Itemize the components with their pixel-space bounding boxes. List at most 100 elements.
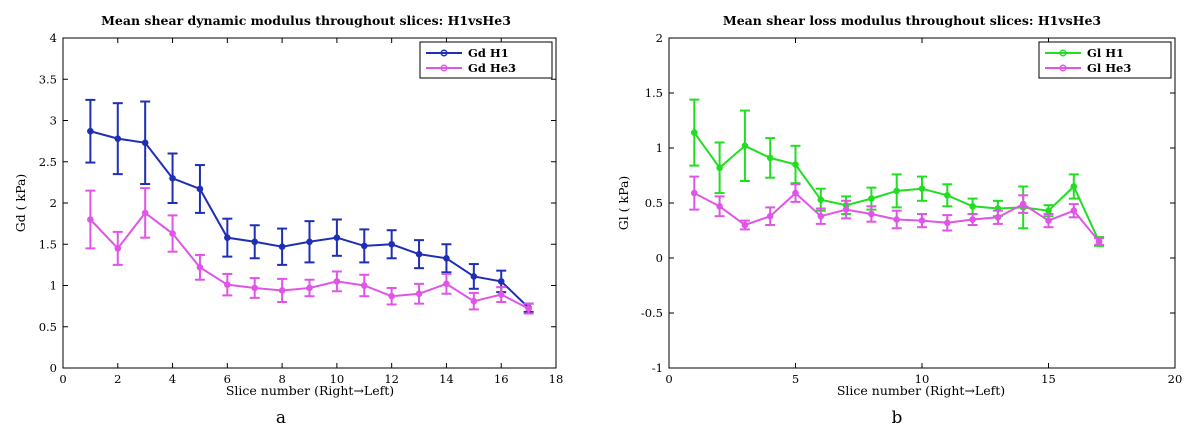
data-point	[1019, 200, 1027, 208]
y-axis-label-b: Gl ( kPa)	[616, 176, 631, 231]
data-point	[169, 230, 176, 237]
data-point	[868, 210, 875, 218]
y-tick-label: 0.5	[39, 320, 57, 334]
data-point	[741, 142, 749, 150]
y-axis-label-a: Gd ( kPa)	[13, 174, 28, 233]
data-point	[716, 203, 723, 210]
series-layer-b	[689, 98, 1105, 247]
y-tick-label: 3.5	[39, 72, 57, 86]
data-point	[114, 245, 122, 252]
panel-label-b: b	[892, 408, 903, 428]
y-tick-label: 2	[656, 31, 663, 45]
axes-ticks-a: 0 2 4 6 8 10 12 14 16 18 0 0.5 1 1.5 2 2.5 3 3.5 4	[39, 31, 564, 386]
chart-panel-a: Mean shear dynamic modulus throughout sl…	[13, 13, 563, 428]
legend-marker	[440, 64, 448, 72]
data-point	[251, 238, 259, 246]
data-point	[691, 129, 698, 136]
legend-box	[419, 41, 553, 79]
series-2	[689, 175, 1105, 246]
series-1	[85, 98, 534, 313]
legend-marker	[1059, 49, 1067, 57]
chart-panel-b: Mean shear loss modulus throughout slice…	[616, 13, 1182, 428]
x-tick-label: 10	[915, 372, 930, 386]
data-point	[87, 127, 94, 135]
legend-label: Gd He3	[468, 61, 516, 75]
y-tick-label: -0.5	[641, 306, 663, 320]
series-2	[85, 187, 534, 315]
data-point	[1070, 183, 1078, 190]
data-point	[141, 139, 149, 147]
plot-area-a	[62, 37, 557, 369]
y-tick-label: 2.5	[39, 155, 57, 169]
legend-marker	[440, 49, 448, 57]
legend-marker	[1059, 64, 1067, 72]
data-point	[1045, 207, 1052, 214]
x-tick-label: 4	[169, 372, 176, 386]
data-point	[525, 305, 532, 312]
data-point	[497, 278, 505, 285]
data-point	[792, 161, 799, 168]
data-point	[792, 189, 799, 197]
data-point	[443, 280, 450, 288]
data-point	[1045, 217, 1052, 224]
data-point	[944, 192, 951, 199]
data-point	[114, 135, 122, 142]
data-point	[196, 264, 204, 271]
data-point	[766, 212, 774, 220]
y-tick-label: 2	[50, 196, 57, 210]
x-tick-label: 5	[792, 372, 799, 386]
data-point	[893, 187, 901, 195]
data-point	[716, 164, 723, 172]
data-point	[306, 238, 313, 246]
data-point	[741, 221, 749, 229]
data-point	[333, 278, 341, 285]
data-point	[1095, 238, 1103, 245]
data-point	[141, 209, 149, 217]
data-point	[360, 282, 368, 289]
data-point	[969, 203, 976, 210]
data-point	[893, 216, 901, 223]
y-tick-label: 0	[50, 361, 57, 375]
x-tick-label: 15	[1041, 372, 1056, 386]
data-point	[994, 214, 1002, 221]
x-tick-label: 12	[384, 372, 399, 386]
data-point	[842, 206, 850, 213]
data-point	[918, 185, 926, 192]
data-point	[224, 281, 231, 288]
y-tick-label: 1	[656, 141, 663, 155]
data-point	[969, 216, 976, 223]
data-point	[278, 287, 286, 294]
y-tick-label: 0.5	[645, 196, 663, 210]
data-point	[766, 154, 774, 162]
data-point	[817, 212, 825, 220]
y-tick-label: 1.5	[645, 86, 663, 100]
x-tick-label: 18	[549, 372, 564, 386]
data-point	[415, 250, 423, 258]
data-point	[196, 185, 204, 193]
legend-label: Gl He3	[1087, 61, 1131, 75]
data-point	[918, 217, 926, 224]
chart-title-b: Mean shear loss modulus throughout slice…	[723, 13, 1101, 28]
data-point	[691, 189, 698, 197]
data-point	[278, 243, 286, 251]
x-tick-label: 10	[330, 372, 345, 386]
data-point	[817, 196, 825, 203]
data-point	[470, 297, 478, 305]
x-tick-label: 0	[665, 372, 672, 386]
data-point	[169, 174, 176, 182]
axes-ticks-b: 0 5 10 15 20 -1 -0.5 0 0.5 1 1.5 2	[641, 31, 1183, 386]
legend-label: Gl H1	[1087, 46, 1124, 60]
y-tick-label: 4	[50, 31, 57, 45]
data-point	[443, 254, 450, 262]
data-point	[944, 219, 951, 227]
y-tick-label: 0	[656, 251, 663, 265]
panel-label-a: a	[276, 408, 286, 428]
y-tick-label: 1	[50, 279, 57, 293]
y-tick-label: 1.5	[39, 237, 57, 251]
data-point	[415, 290, 423, 298]
plot-area-b	[668, 37, 1176, 369]
data-point	[470, 273, 478, 280]
